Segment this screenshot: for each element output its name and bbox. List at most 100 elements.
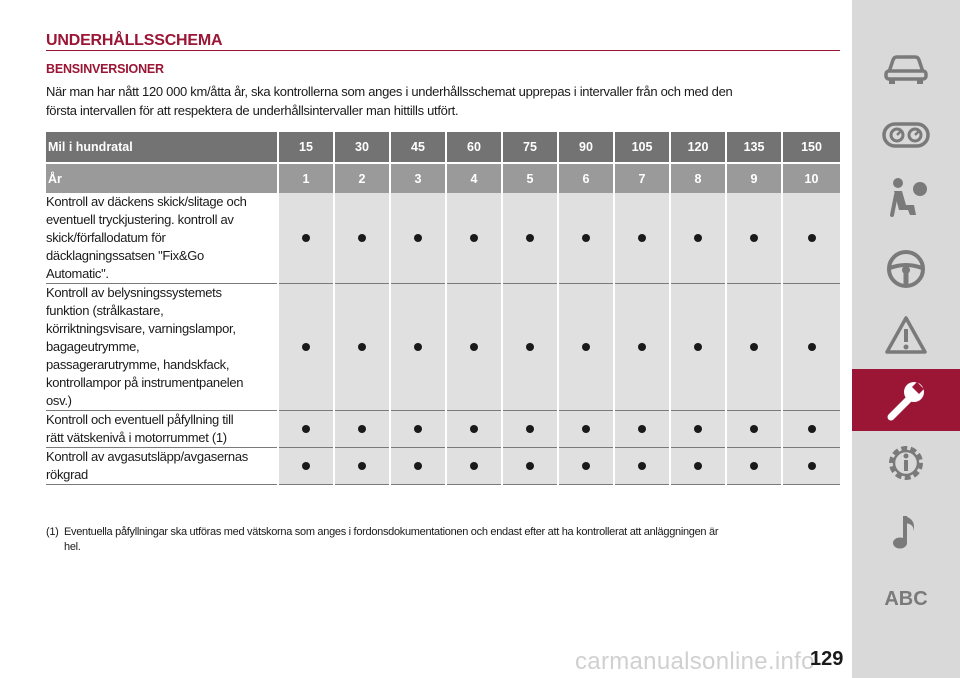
task-line: bagageutrymme, (46, 339, 140, 354)
year-header-cell: 8 (669, 162, 726, 193)
check-dot-icon (358, 462, 366, 470)
check-dot-icon (694, 425, 702, 433)
check-dot-icon (414, 234, 422, 242)
check-dot-icon (807, 425, 816, 433)
interval-cell (445, 410, 502, 448)
interval-cell (501, 193, 558, 284)
sidebar-item-car[interactable] (852, 38, 960, 100)
check-dot-icon (582, 343, 590, 351)
interval-cell (277, 447, 334, 485)
check-dot-icon (638, 462, 646, 470)
mileage-header-cell: 150 (781, 132, 840, 163)
check-dot-icon (807, 462, 816, 470)
sidebar-item-driving[interactable] (852, 238, 960, 300)
check-dot-icon (414, 462, 422, 470)
check-dot-icon (694, 343, 702, 351)
mileage-header-cell: 60 (445, 132, 502, 163)
interval-cell (669, 193, 726, 284)
interval-cell (725, 447, 782, 485)
intro-paragraph: När man har nått 120 000 km/åtta år, ska… (46, 82, 836, 120)
interval-cell (725, 193, 782, 284)
interval-cell (333, 193, 390, 284)
check-dot-icon (302, 462, 310, 470)
interval-cell (445, 193, 502, 284)
interval-cell (725, 283, 782, 411)
wrench-icon (887, 382, 924, 421)
interval-cell (277, 193, 334, 284)
footnote-text: Eventuella påfyllningar ska utföras med … (64, 526, 719, 538)
footnote-text-continued: hel. (64, 541, 81, 553)
section-subtitle: BENSINVERSIONER (46, 62, 164, 76)
mileage-header-row: Mil i hundratal 15 30 45 60 75 90 105 12… (46, 132, 840, 163)
interval-cell (445, 283, 502, 411)
interval-cell (781, 193, 840, 284)
check-dot-icon (694, 462, 702, 470)
check-dot-icon (358, 234, 366, 242)
check-dot-icon (582, 462, 590, 470)
interval-cell (781, 447, 840, 485)
footnote-marker: (1) (46, 526, 59, 538)
task-description: Kontroll av avgasutsläpp/avgasernas rökgr… (46, 447, 278, 485)
interval-cell (389, 410, 446, 448)
interval-cell (333, 410, 390, 448)
sidebar-item-index[interactable]: ABC (852, 568, 960, 630)
sidebar-item-technical-data[interactable] (852, 432, 960, 494)
year-header-cell: 2 (333, 162, 390, 193)
year-header-cell: 6 (557, 162, 614, 193)
interval-cell (333, 447, 390, 485)
check-dot-icon (750, 234, 758, 242)
check-dot-icon (302, 425, 310, 433)
task-line: passagerarutrymme, handskfack, (46, 357, 230, 372)
airbag-seat-icon (890, 178, 927, 217)
interval-cell (501, 283, 558, 411)
interval-cell (557, 193, 614, 284)
check-dot-icon (526, 462, 534, 470)
year-header-cell: 7 (613, 162, 670, 193)
check-dot-icon (638, 343, 646, 351)
sidebar-item-maintenance[interactable] (852, 369, 960, 431)
check-dot-icon (470, 425, 478, 433)
intro-line: När man har nått 120 000 km/åtta år, ska… (46, 84, 733, 99)
interval-cell (781, 410, 840, 448)
interval-cell (445, 447, 502, 485)
interval-cell (277, 283, 334, 411)
interval-cell (669, 447, 726, 485)
intro-line: första intervallen för att respektera de… (46, 103, 459, 118)
check-dot-icon (807, 343, 816, 351)
task-description: Kontroll av belysningssystemets funktion … (46, 283, 278, 411)
dashboard-gauges-icon (882, 122, 930, 148)
sidebar-item-instruments[interactable] (852, 104, 960, 166)
sidebar-item-emergency[interactable] (852, 304, 960, 366)
interval-cell (389, 447, 446, 485)
page-title: UNDERHÅLLSSCHEMA (46, 32, 223, 49)
interval-cell (613, 447, 670, 485)
schedule-row: Kontroll av belysningssystemets funktion … (46, 283, 840, 411)
interval-cell (501, 410, 558, 448)
check-dot-icon (526, 425, 534, 433)
schedule-row: Kontroll och eventuell påfyllning till rä… (46, 410, 840, 448)
check-dot-icon (582, 425, 590, 433)
year-header-row: År 1 2 3 4 5 6 7 8 9 10 (46, 162, 840, 193)
task-line: eventuell tryckjustering. kontroll av (46, 212, 234, 227)
mileage-header-cell: 135 (725, 132, 782, 163)
sidebar-item-multimedia[interactable] (852, 500, 960, 562)
check-dot-icon (414, 425, 422, 433)
schedule-body: Kontroll av däckens skick/slitage och eve… (46, 193, 840, 485)
title-divider (46, 50, 840, 51)
interval-cell (613, 283, 670, 411)
interval-cell (389, 283, 446, 411)
interval-cell (669, 410, 726, 448)
task-line: Automatic". (46, 266, 109, 281)
check-dot-icon (750, 343, 758, 351)
footnote: (1) Eventuella påfyllningar ska utföras m… (46, 525, 836, 555)
steering-wheel-icon (887, 250, 925, 288)
check-dot-icon (414, 343, 422, 351)
interval-cell (333, 283, 390, 411)
task-line: Kontroll av däckens skick/slitage och (46, 194, 247, 209)
sidebar-item-safety[interactable] (852, 166, 960, 228)
check-dot-icon (582, 234, 590, 242)
page-number: 129 (810, 648, 844, 670)
task-line: Kontroll och eventuell påfyllning till (46, 412, 234, 427)
check-dot-icon (526, 234, 534, 242)
check-dot-icon (638, 425, 646, 433)
